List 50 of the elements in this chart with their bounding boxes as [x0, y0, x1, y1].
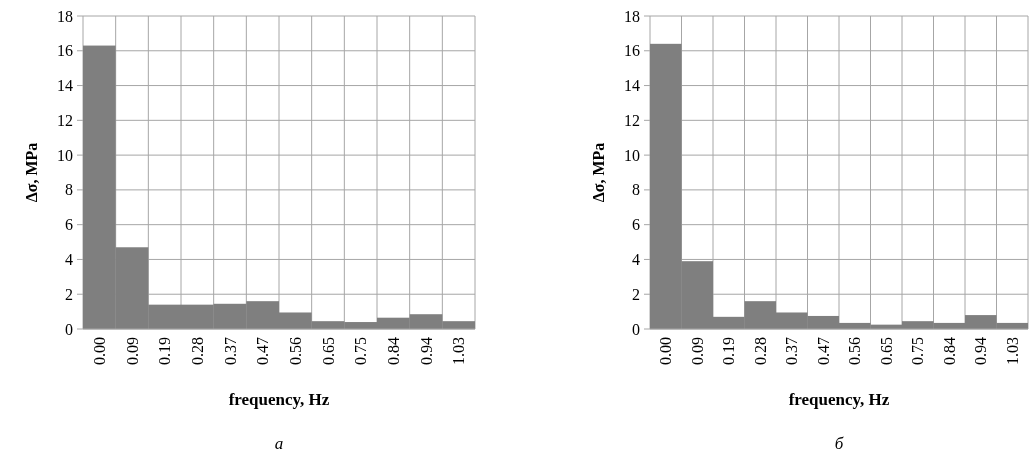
y-axis-title: Δσ, MPa: [590, 142, 607, 203]
y-tick-label: 10: [57, 146, 73, 164]
y-tick-label: 4: [65, 251, 73, 269]
x-tick-label: 0.28: [751, 337, 769, 365]
x-tick-label: 0.37: [783, 337, 801, 365]
x-tick-label: 0.00: [90, 337, 108, 365]
y-tick-label: 18: [57, 7, 73, 25]
y-tick-label: 2: [65, 285, 73, 303]
y-tick-label: 12: [624, 111, 640, 129]
y-tick-label: 12: [57, 111, 73, 129]
y-tick-label: 16: [624, 42, 640, 60]
y-tick-label: 6: [632, 216, 640, 234]
text: б: [834, 434, 844, 453]
x-tick-label: 1.03: [1003, 337, 1021, 365]
y-tick-label: 4: [632, 251, 640, 269]
x-tick-label: 0.94: [417, 337, 435, 365]
x-tick-label: 0.19: [720, 337, 738, 365]
y-tick-label: 8: [632, 181, 640, 199]
x-tick-label: 0.47: [814, 337, 832, 365]
x-tick-label: 0.75: [352, 337, 370, 365]
y-tick-label: 14: [624, 77, 640, 95]
x-axis-title: frequency, Hz: [228, 390, 330, 409]
x-tick-label: 0.84: [940, 337, 958, 365]
x-tick-label: 0.47: [254, 337, 272, 365]
x-tick-label: 0.65: [877, 337, 895, 365]
text: а: [274, 434, 284, 453]
x-tick-label: 0.00: [657, 337, 675, 365]
x-tick-label: 0.19: [156, 337, 174, 365]
x-tick-label: 0.65: [319, 337, 337, 365]
x-tick-label: 0.28: [188, 337, 206, 365]
y-tick-label: 10: [624, 146, 640, 164]
x-tick-label: 0.56: [846, 337, 864, 365]
x-tick-label: 0.37: [221, 337, 239, 365]
x-tick-label: 0.84: [384, 337, 402, 365]
x-tick-label: 0.75: [909, 337, 927, 365]
y-tick-label: 16: [57, 42, 73, 60]
y-tick-label: 14: [57, 77, 73, 95]
x-axis-title: frequency, Hz: [788, 390, 890, 409]
x-tick-label: 1.03: [450, 337, 468, 365]
x-tick-label: 0.94: [972, 337, 990, 365]
y-tick-label: 6: [65, 216, 73, 234]
y-tick-label: 2: [632, 285, 640, 303]
x-tick-label: 0.56: [286, 337, 304, 365]
y-tick-label: 0: [632, 320, 640, 338]
x-tick-label: 0.09: [688, 337, 706, 365]
y-tick-label: 0: [65, 320, 73, 338]
x-tick-label: 0.09: [123, 337, 141, 365]
y-tick-label: 18: [624, 7, 640, 25]
y-tick-label: 8: [65, 181, 73, 199]
y-axis-title: Δσ, MPa: [23, 142, 40, 203]
